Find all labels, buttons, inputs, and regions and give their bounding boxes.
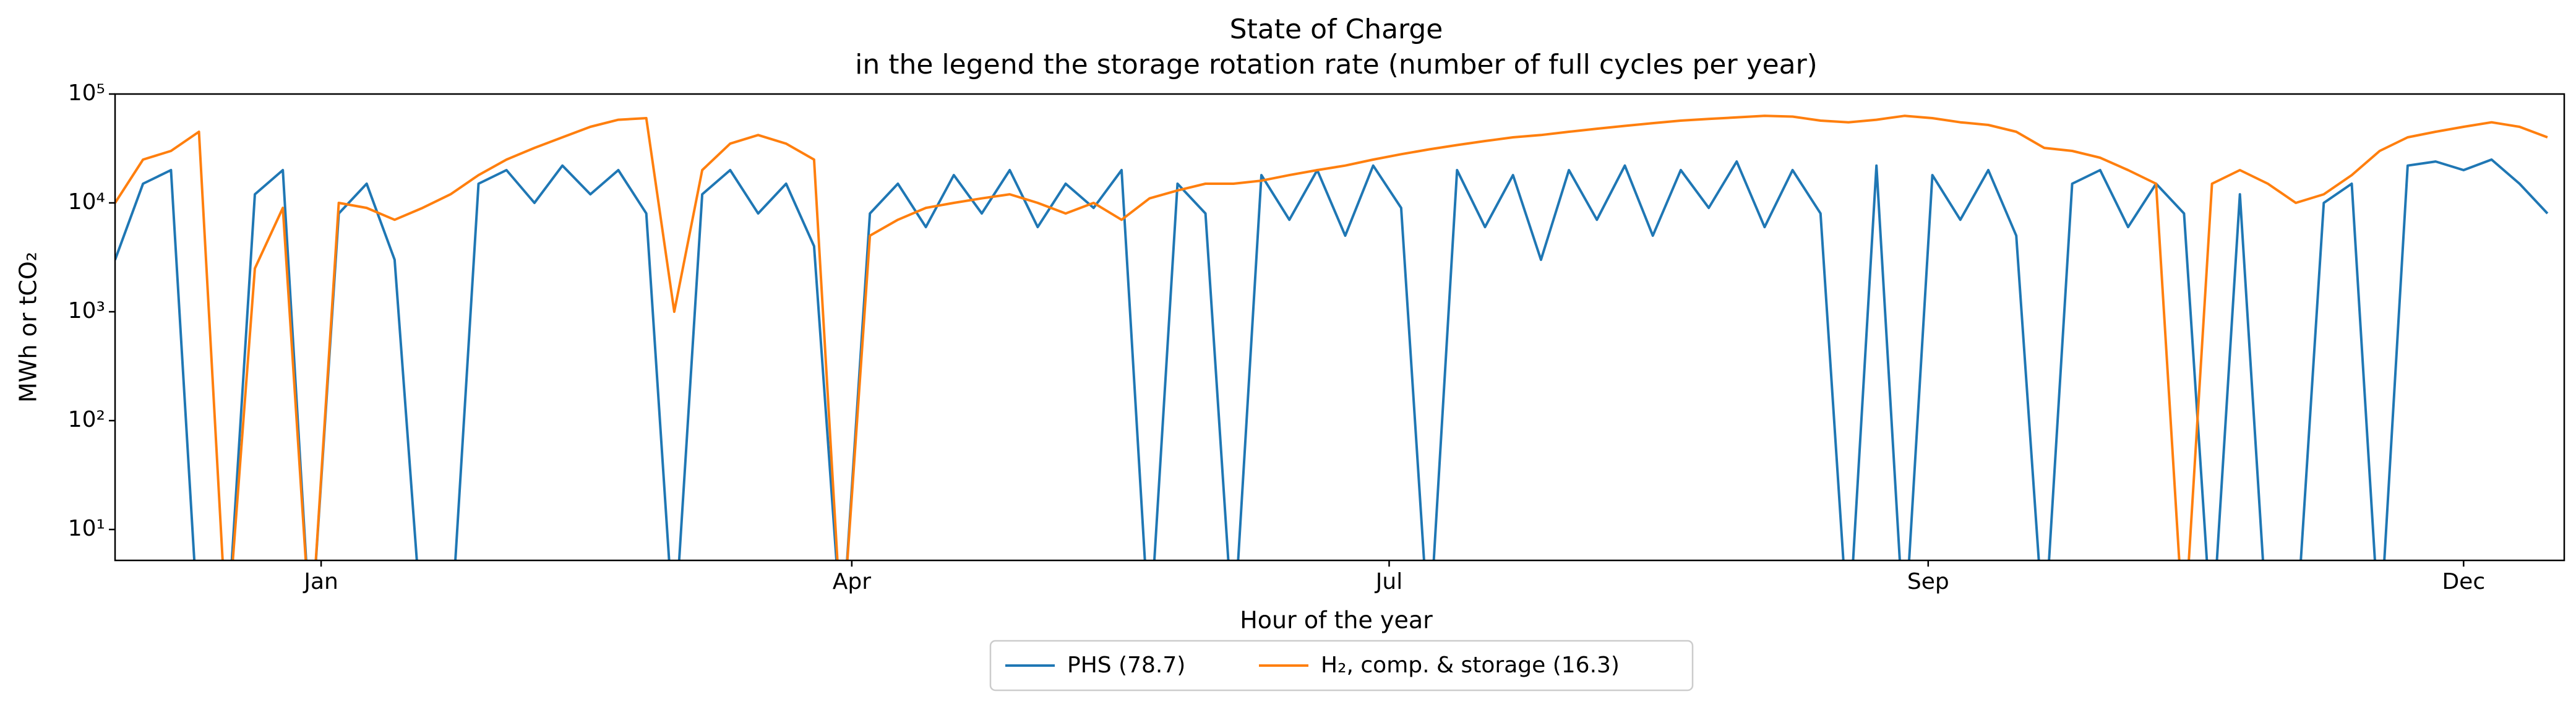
x-axis-label: Hour of the year <box>1240 607 1433 634</box>
x-tick-label: Dec <box>2442 569 2485 594</box>
legend-box <box>989 640 1694 692</box>
y-tick-label: 10⁴ <box>68 189 105 215</box>
chart-subtitle: in the legend the storage rotation rate … <box>855 49 1818 80</box>
x-tick-label: Jul <box>1375 569 1402 594</box>
y-axis-label: MWh or tCO₂ <box>15 252 42 403</box>
chart-title: State of Charge <box>1230 14 1443 45</box>
x-tick-label: Apr <box>833 569 871 594</box>
x-tick-label: Jan <box>303 569 338 594</box>
y-tick-label: 10³ <box>68 298 105 324</box>
series-line <box>115 114 2548 560</box>
y-tick-label: 10² <box>68 407 105 432</box>
legend-label: PHS (78.7) <box>1067 653 1185 678</box>
axes-frame <box>114 93 2565 562</box>
y-tick-label: 10⁵ <box>68 80 105 106</box>
y-tick-label: 10¹ <box>68 516 105 541</box>
x-tick-label: Sep <box>1907 569 1949 594</box>
legend-label: H₂, comp. & storage (16.3) <box>1321 653 1620 678</box>
plot-area <box>115 114 2549 560</box>
series-line <box>115 158 2549 560</box>
